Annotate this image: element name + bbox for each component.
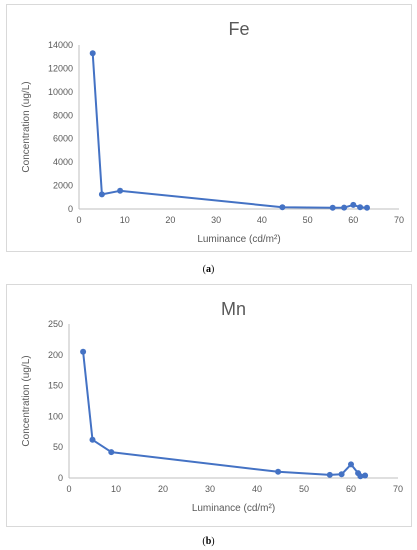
fe-x-axis-label: Luminance (cd/m²) (197, 234, 280, 245)
fe-chart-caption: (a) (202, 264, 215, 275)
fe-y-tick-label: 0 (68, 204, 73, 214)
fe-x-tick-label: 70 (394, 215, 404, 225)
fe-data-point (98, 191, 105, 198)
mn-x-tick-label: 10 (111, 484, 121, 494)
mn-y-tick-label: 150 (48, 381, 63, 391)
mn-y-tick-label: 250 (48, 319, 63, 329)
mn-data-point (80, 348, 87, 355)
fe-data-point (89, 50, 96, 57)
mn-data-point (108, 449, 115, 456)
mn-x-tick-label: 50 (299, 484, 309, 494)
mn-y-tick-label: 50 (53, 442, 63, 452)
mn-data-point (326, 471, 333, 478)
fe-x-tick-label: 50 (303, 215, 313, 225)
fe-data-point (329, 204, 336, 211)
mn-y-axis-label: Concentration (ug/L) (21, 355, 32, 446)
fe-y-tick-label: 2000 (53, 181, 73, 191)
fe-data-point (341, 204, 348, 211)
mn-x-tick-label: 40 (252, 484, 262, 494)
mn-y-tick-label: 100 (48, 411, 63, 421)
fe-x-tick-label: 10 (120, 215, 130, 225)
mn-data-point (275, 468, 282, 475)
fe-chart-title: Fe (228, 19, 249, 39)
mn-y-tick-label: 0 (58, 473, 63, 483)
mn-chart-panel: Mn 0 50 100 150 200 250 0 10 20 30 40 50 60 70 Luminanc… (6, 284, 412, 527)
mn-x-tick-label: 30 (205, 484, 215, 494)
mn-x-axis-label: Luminance (cd/m²) (192, 503, 275, 514)
mn-chart: Mn 0 50 100 150 200 250 0 10 20 30 40 50 60 70 Luminanc… (21, 299, 403, 514)
fe-chart-panel: Fe 0 2000 4000 6000 8000 10000 12000 14000 0 10 20 3… (6, 4, 412, 252)
fe-y-axis-label: Concentration (ug/L) (21, 81, 32, 172)
fe-chart: Fe 0 2000 4000 6000 8000 10000 12000 14000 0 10 20 3… (21, 19, 404, 245)
fe-x-tick-label: 60 (348, 215, 358, 225)
mn-x-tick-label: 70 (393, 484, 403, 494)
mn-x-tick-label: 0 (66, 484, 71, 494)
fe-data-point (350, 201, 357, 208)
fe-y-tick-label: 4000 (53, 157, 73, 167)
fe-x-tick-label: 20 (165, 215, 175, 225)
mn-data-point (348, 461, 354, 468)
mn-chart-caption: (b) (202, 536, 215, 547)
mn-y-tick-label: 200 (48, 350, 63, 360)
fe-y-tick-label: 10000 (48, 87, 73, 97)
fe-y-tick-label: 6000 (53, 134, 73, 144)
fe-x-tick-label: 40 (257, 215, 267, 225)
mn-chart-title: Mn (221, 299, 246, 319)
fe-data-point (117, 187, 124, 194)
mn-series-line (82, 351, 366, 478)
mn-data-point (357, 473, 364, 480)
mn-data-point (362, 472, 369, 479)
fe-series-line (91, 53, 368, 209)
fe-y-tick-label: 14000 (48, 40, 73, 50)
fe-y-tick-label: 8000 (53, 110, 73, 120)
fe-data-point (364, 204, 370, 211)
fe-x-tick-label: 30 (211, 215, 221, 225)
mn-data-point (89, 436, 96, 443)
mn-x-tick-label: 20 (158, 484, 168, 494)
fe-data-point (279, 204, 286, 211)
fe-x-tick-label: 0 (76, 215, 81, 225)
mn-x-tick-label: 60 (346, 484, 356, 494)
fe-y-tick-label: 12000 (48, 63, 73, 73)
mn-caption-label: b (205, 536, 212, 547)
fe-caption-label: a (206, 264, 211, 275)
mn-data-point (338, 471, 345, 478)
fe-data-point (357, 204, 364, 211)
